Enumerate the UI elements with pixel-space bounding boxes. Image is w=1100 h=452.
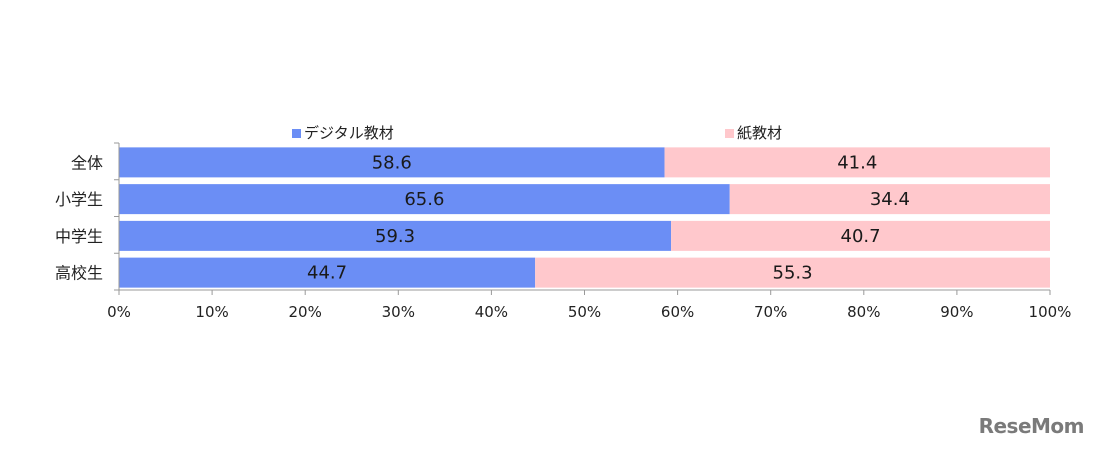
bar-paper-0 <box>664 147 1050 178</box>
legend-swatch-1 <box>725 129 734 138</box>
bars: 58.6 41.4 全体 65.6 34.4 小学生 59.3 40.7 中学生 44.7 55.3… <box>55 147 1050 288</box>
data-label-paper-2: 40.7 <box>841 226 881 247</box>
resemom-logo: ReseMom <box>978 414 1085 438</box>
x-tick-label-4: 40% <box>475 303 508 321</box>
bar-digital-1 <box>119 184 730 215</box>
data-label-paper-3: 55.3 <box>773 263 813 284</box>
data-label-digital-3: 44.7 <box>307 263 347 284</box>
x-tick-label-9: 90% <box>940 303 973 321</box>
x-tick-label-7: 70% <box>754 303 787 321</box>
bar-digital-3 <box>119 257 536 288</box>
bar-digital-0 <box>119 147 665 178</box>
data-label-digital-1: 65.6 <box>404 189 444 210</box>
data-label-digital-2: 59.3 <box>375 226 415 247</box>
bar-paper-2 <box>671 220 1050 251</box>
legend-label-0: デジタル教材 <box>304 124 394 142</box>
x-tick-label-0: 0% <box>107 303 131 321</box>
data-label-digital-0: 58.6 <box>372 152 412 173</box>
x-tick-label-3: 30% <box>382 303 415 321</box>
x-tick-label-2: 20% <box>289 303 322 321</box>
data-label-paper-1: 34.4 <box>870 189 910 210</box>
legend-swatch-0 <box>292 129 301 138</box>
axes: 0% 10% 20% 30% 40% 50% 60% 70% 80% 90% 100% <box>107 142 1072 321</box>
category-label-0: 全体 <box>71 153 103 172</box>
x-tick-label-6: 60% <box>661 303 694 321</box>
category-label-1: 小学生 <box>55 190 103 209</box>
data-label-paper-0: 41.4 <box>837 152 877 173</box>
bar-paper-3 <box>535 257 1050 288</box>
legend: デジタル教材 紙教材 <box>292 124 782 142</box>
bar-digital-2 <box>119 220 672 251</box>
x-tick-label-5: 50% <box>568 303 601 321</box>
category-label-3: 高校生 <box>55 264 103 283</box>
x-tick-label-10: 100% <box>1029 303 1072 321</box>
category-label-2: 中学生 <box>55 227 103 246</box>
x-tick-label-1: 10% <box>195 303 228 321</box>
x-tick-label-8: 80% <box>847 303 880 321</box>
bar-paper-1 <box>729 184 1050 215</box>
legend-label-1: 紙教材 <box>737 124 782 142</box>
